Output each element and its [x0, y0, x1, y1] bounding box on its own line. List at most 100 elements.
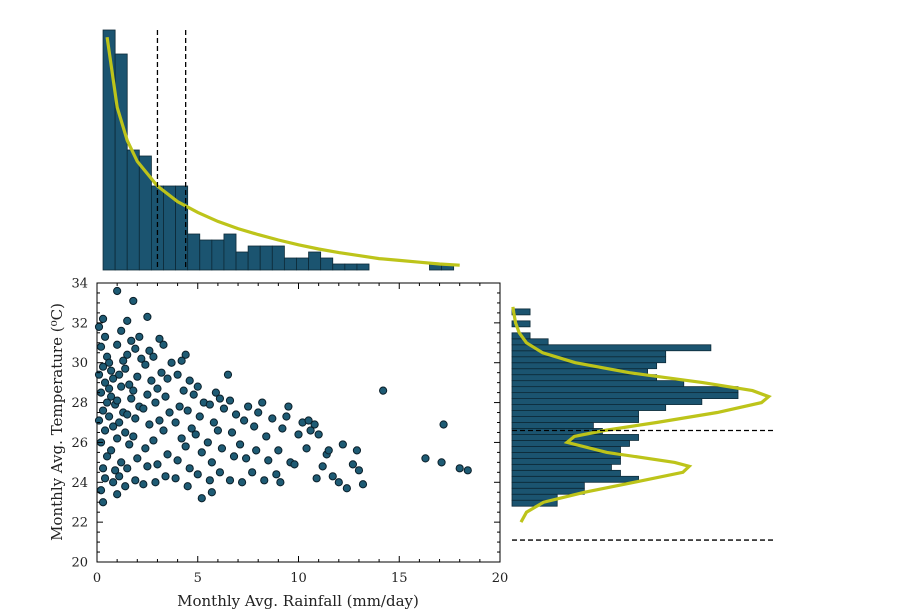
- scatter-point: [179, 386, 188, 395]
- top-histogram-bar: [247, 245, 261, 271]
- scatter-point: [254, 408, 263, 417]
- scatter-point: [175, 402, 184, 411]
- right-histogram-bar: [511, 320, 531, 328]
- x-axis-ticks: [96, 283, 501, 562]
- right-histogram-bar: [511, 350, 667, 358]
- scatter-point: [252, 446, 261, 455]
- scatter-point: [312, 474, 321, 483]
- scatter-point: [149, 436, 158, 445]
- scatter-point: [324, 446, 333, 455]
- scatter-point: [193, 382, 202, 391]
- scatter-point: [334, 478, 343, 487]
- scatter-point: [225, 396, 235, 405]
- scatter-point: [463, 466, 472, 475]
- scatter-point: [205, 476, 214, 485]
- scatter-point: [98, 498, 108, 507]
- scatter-point: [155, 416, 164, 425]
- scatter-point: [113, 434, 122, 443]
- scatter-point: [167, 358, 176, 367]
- right-histogram-bar: [511, 398, 703, 405]
- scatter-point: [149, 352, 158, 361]
- scatter-point: [310, 420, 319, 429]
- scatter-point: [109, 422, 118, 431]
- scatter-point: [203, 438, 212, 447]
- x-tick-label: 5: [194, 571, 202, 586]
- scatter-point: [294, 430, 303, 439]
- scatter-points: [94, 286, 472, 507]
- scatter-point: [143, 390, 152, 399]
- right-histogram-bar: [511, 404, 667, 411]
- temperature-dashed-lines: [512, 429, 775, 541]
- scatter-point: [455, 464, 464, 473]
- scatter-point: [379, 386, 388, 395]
- scatter-point: [109, 478, 118, 487]
- scatter-point: [100, 378, 110, 387]
- scatter-point: [94, 416, 104, 425]
- scatter-point: [104, 384, 114, 393]
- scatter-point: [125, 440, 134, 449]
- top-marginal-histogram: [102, 29, 460, 271]
- scatter-point: [135, 332, 144, 341]
- scatter-point: [137, 354, 146, 363]
- scatter-point: [177, 434, 186, 443]
- scatter-point: [244, 402, 253, 411]
- scatter-point: [318, 462, 327, 471]
- x-tick-label: 20: [492, 571, 509, 586]
- scatter-point: [248, 468, 257, 477]
- scatter-point: [231, 410, 241, 419]
- x-tick-label: 10: [290, 571, 307, 586]
- scatter-point: [163, 374, 172, 383]
- scatter-point: [223, 370, 233, 379]
- scatter-point: [107, 446, 116, 455]
- scatter-point: [145, 420, 154, 429]
- scatter-point: [159, 340, 168, 349]
- scatter-point: [185, 464, 194, 473]
- scatter-point: [262, 432, 271, 441]
- scatter-point: [98, 464, 108, 473]
- scatter-point: [213, 426, 222, 435]
- scatter-point: [358, 480, 368, 489]
- scatter-point: [131, 414, 140, 423]
- scatter-point: [227, 428, 237, 437]
- scatter-point: [205, 400, 214, 409]
- scatter-point: [264, 456, 273, 465]
- scatter-point: [157, 368, 166, 377]
- top-histogram-bar: [344, 263, 358, 271]
- scatter-point: [304, 416, 313, 425]
- scatter-point: [129, 296, 138, 306]
- scatter-point: [102, 398, 112, 407]
- scatter-point: [129, 386, 138, 395]
- scatter-point: [107, 392, 116, 401]
- y-tick-label: 30: [71, 356, 88, 371]
- right-histogram-bar: [511, 469, 621, 477]
- scatter-point: [185, 376, 194, 385]
- right-histogram-bar: [511, 344, 712, 352]
- scatter-point: [117, 382, 126, 391]
- top-histogram-bar: [199, 239, 213, 271]
- scatter-point: [183, 406, 192, 415]
- top-histogram-bar: [283, 257, 297, 271]
- scatter-point: [235, 440, 245, 449]
- temperature-fit-curve: [511, 306, 772, 523]
- scatter-point: [161, 392, 170, 401]
- right-histogram-bar: [511, 392, 739, 399]
- scatter-point: [147, 376, 156, 385]
- scatter-point: [113, 490, 122, 499]
- scatter-point: [104, 412, 114, 421]
- scatter-point: [100, 426, 110, 435]
- top-histogram-bar: [102, 29, 116, 271]
- scatter-point: [119, 356, 128, 365]
- scatter-point: [141, 444, 150, 453]
- y-tick-label: 24: [71, 476, 88, 491]
- scatter-point: [306, 426, 315, 435]
- scatter-point: [290, 460, 299, 469]
- top-histogram-bar: [187, 233, 201, 271]
- y-tick-label: 34: [71, 277, 88, 292]
- scatter-point: [207, 488, 216, 497]
- scatter-point: [113, 286, 122, 296]
- scatter-point: [165, 408, 174, 417]
- scatter-point: [195, 412, 204, 421]
- scatter-point: [123, 410, 132, 419]
- scatter-point: [268, 414, 277, 423]
